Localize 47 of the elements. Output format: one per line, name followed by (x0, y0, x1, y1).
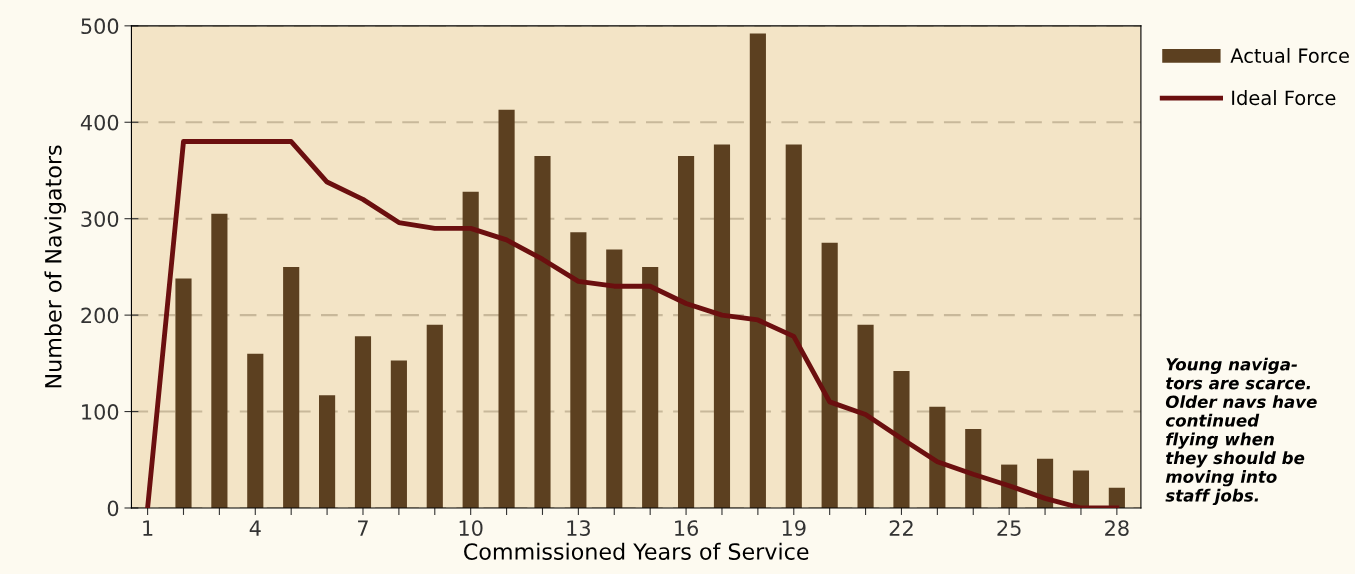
legend-label: Ideal Force (1232, 90, 1336, 106)
y-tick-label: 500 (81, 18, 119, 35)
bar (893, 371, 910, 508)
x-tick-label: 4 (249, 520, 261, 536)
bar (713, 144, 731, 508)
bar (319, 395, 336, 508)
bar (354, 336, 372, 508)
x-tick-label: 7 (358, 520, 368, 536)
text: Young naviga- tors are scarce. Older navs have continued flying when they should be moving into staff jobs. (1165, 357, 1317, 506)
bar (426, 324, 443, 508)
bar (534, 156, 551, 508)
y-axis-title: Number of Navigators (44, 145, 66, 388)
x-tick-label: 10 (459, 520, 483, 536)
bar (247, 353, 264, 508)
x-tick-label: 25 (997, 520, 1021, 536)
y-tick-label: 300 (81, 211, 119, 227)
x-tick-label: 1 (143, 520, 153, 536)
bar (677, 156, 695, 508)
bar (606, 249, 623, 508)
x-tick-label: 22 (889, 520, 913, 536)
legend-label: Actual Force (1230, 47, 1349, 64)
bar (175, 278, 192, 508)
bar (642, 266, 659, 508)
bar (929, 406, 946, 508)
bar (390, 360, 407, 508)
bar (821, 242, 838, 508)
bar (749, 33, 766, 508)
bar (857, 324, 874, 508)
bar (498, 109, 515, 508)
bar (462, 191, 479, 508)
x-tick-label: 13 (567, 520, 590, 536)
x-tick-label: 16 (675, 520, 699, 536)
bar (1108, 487, 1125, 508)
x-tick-label: 28 (1105, 520, 1129, 536)
bar (570, 232, 587, 508)
line-series (145, 139, 1120, 508)
bar (1072, 470, 1090, 508)
x-tick-label: 19 (782, 520, 806, 536)
y-tick-label: 400 (80, 114, 119, 131)
y-tick-label: 0 (107, 500, 119, 517)
bar (785, 144, 802, 508)
bar (965, 428, 982, 508)
bar (211, 213, 228, 508)
y-tick-label: 100 (82, 404, 119, 420)
x-axis-title: Commissioned Years of Service (464, 542, 809, 560)
bar (283, 266, 300, 508)
y-tick-label: 200 (81, 307, 119, 324)
